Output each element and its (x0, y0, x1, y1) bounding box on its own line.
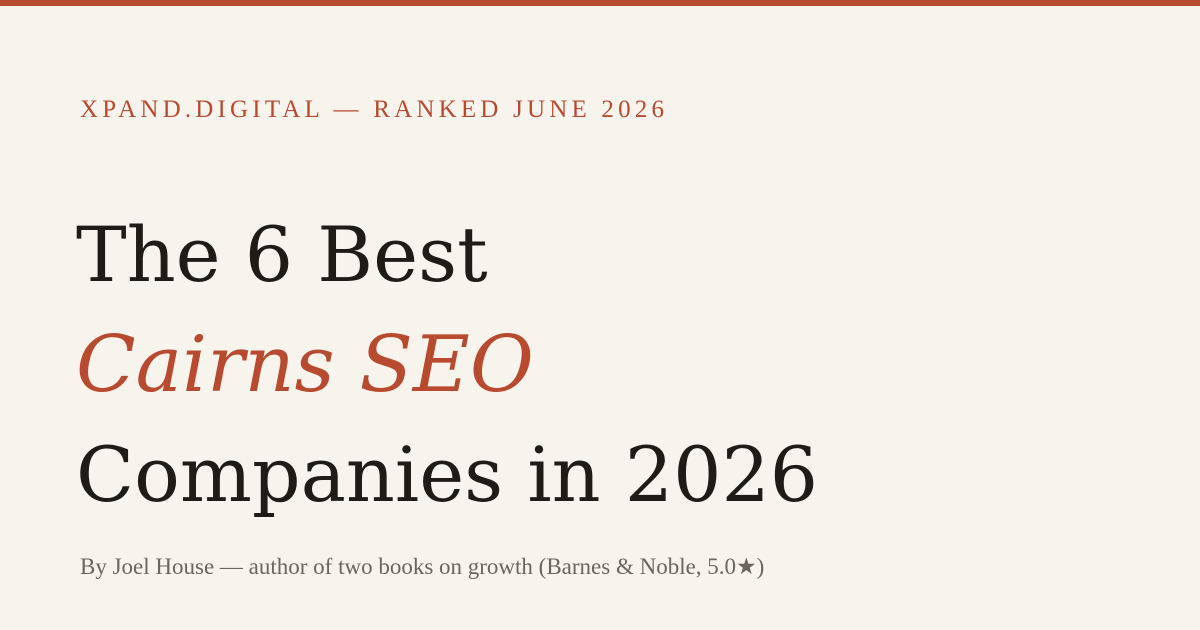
headline-line-3: Companies in 2026 (76, 430, 819, 519)
headline: The 6 Best Cairns SEO Companies in 2026 (76, 200, 818, 530)
top-accent-bar (0, 0, 1200, 6)
kicker-text: XPAND.DIGITAL — RANKED JUNE 2026 (80, 96, 669, 123)
headline-line-1: The 6 Best (76, 210, 488, 299)
headline-line-2-accent: Cairns SEO (76, 320, 534, 410)
byline: By Joel House — author of two books on g… (80, 554, 765, 579)
